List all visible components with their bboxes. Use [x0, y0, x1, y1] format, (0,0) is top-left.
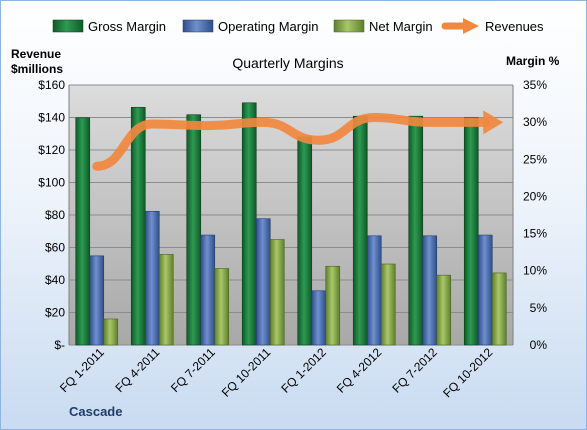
right-tick-label: 30%	[523, 115, 547, 129]
x-tick-label: FQ 4-2012	[334, 345, 385, 396]
right-axis-title: Margin %	[506, 54, 560, 68]
left-axis-title-line2: $millions	[11, 62, 63, 76]
bar-net-margin	[491, 272, 507, 346]
bar-gross-margin	[297, 136, 313, 346]
x-tick-label: FQ 1-2011	[57, 345, 107, 395]
bar-operating-margin	[89, 255, 105, 346]
bar-operating-margin	[144, 210, 160, 346]
bar-operating-margin	[477, 234, 493, 346]
left-tick-label: $80	[45, 208, 65, 222]
revenue-line-arrowhead	[483, 110, 504, 135]
left-tick-label: $-	[54, 338, 65, 352]
revenue-line	[92, 110, 504, 171]
bar-gross-margin	[75, 117, 91, 346]
left-axis-title-line1: Revenue	[11, 47, 61, 61]
legend: Gross Margin Operating Margin Net Margin…	[52, 18, 544, 34]
bar-operating-margin	[255, 218, 271, 346]
bar-net-margin	[103, 318, 119, 346]
right-tick-label: 25%	[523, 152, 547, 166]
left-tick-label: $100	[38, 176, 65, 190]
legend-label-operating-margin: Operating Margin	[218, 19, 318, 34]
x-tick-label: FQ 10-2012	[440, 345, 495, 400]
bar-operating-margin	[366, 235, 382, 346]
legend-swatch-gross-margin	[52, 19, 84, 33]
bar-net-margin	[214, 268, 230, 346]
legend-swatch-net-margin	[333, 19, 365, 33]
x-tick-label: FQ 7-2011	[168, 345, 218, 395]
bar-operating-margin	[422, 235, 438, 346]
bar-net-margin	[269, 239, 285, 346]
bar-gross-margin	[241, 102, 257, 346]
bar-net-margin	[325, 265, 341, 346]
legend-swatch-revenues	[441, 18, 479, 34]
bar-operating-margin	[200, 234, 216, 346]
left-tick-label: $20	[45, 306, 65, 320]
x-axis-ticks: FQ 1-2011 FQ 4-2011 FQ 7-2011 FQ 10-2011 FQ …	[57, 345, 496, 400]
bar-operating-margin	[311, 290, 327, 346]
brand-label: Cascade	[69, 404, 122, 419]
revenue-line-path	[92, 113, 490, 171]
bar-gross-margin	[408, 115, 424, 346]
bar-gross-margin	[463, 117, 479, 346]
legend-label-net-margin: Net Margin	[369, 19, 433, 34]
x-tick-label: FQ 1-2012	[278, 345, 329, 396]
bar-net-margin	[380, 263, 396, 346]
right-tick-label: 20%	[523, 189, 547, 203]
legend-swatch-operating-margin	[182, 19, 214, 33]
right-tick-label: 5%	[530, 301, 548, 315]
right-tick-label: 15%	[523, 227, 547, 241]
bars	[75, 102, 507, 346]
bar-gross-margin	[186, 114, 202, 346]
x-tick-label: FQ 7-2012	[389, 345, 440, 396]
chart-title: Quarterly Margins	[232, 55, 343, 71]
legend-label-revenues: Revenues	[485, 19, 544, 34]
right-tick-label: 35%	[523, 78, 547, 92]
x-tick-label: FQ 4-2011	[113, 345, 163, 395]
left-tick-label: $140	[38, 111, 65, 125]
left-tick-label: $60	[45, 241, 65, 255]
bar-gross-margin	[352, 115, 368, 346]
bar-net-margin	[158, 254, 174, 346]
right-tick-label: 0%	[530, 338, 548, 352]
legend-label-gross-margin: Gross Margin	[88, 19, 166, 34]
left-axis-ticks: $- $20 $40 $60 $80 $100 $120 $140 $160	[38, 78, 65, 352]
right-tick-label: 10%	[523, 264, 547, 278]
bar-gross-margin	[130, 106, 146, 346]
left-tick-label: $120	[38, 143, 65, 157]
left-tick-label: $40	[45, 273, 65, 287]
right-axis-ticks: 0% 5% 10% 15% 20% 25% 30% 35%	[523, 78, 547, 352]
left-tick-label: $160	[38, 78, 65, 92]
x-tick-label: FQ 10-2011	[219, 345, 274, 400]
bar-net-margin	[436, 274, 452, 346]
